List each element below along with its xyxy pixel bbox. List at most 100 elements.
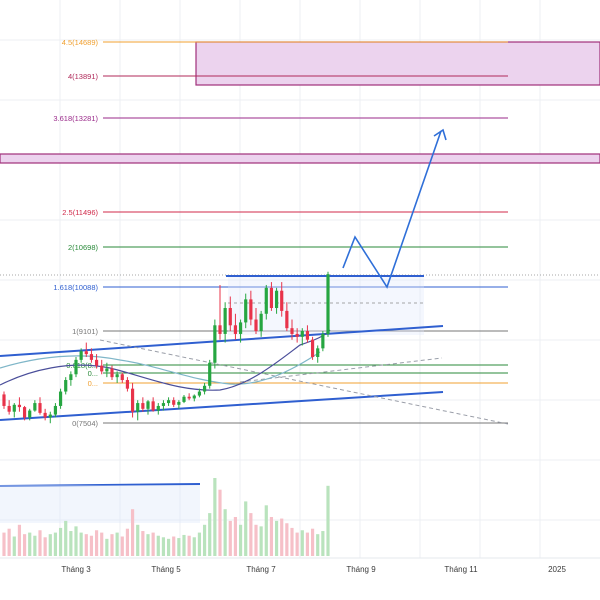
volume-bar: [79, 532, 83, 556]
volume-bar: [22, 534, 27, 556]
candle-body: [7, 405, 11, 412]
volume-bar: [58, 527, 63, 556]
candle-body: [17, 404, 22, 408]
candle-body: [105, 368, 109, 372]
candle-body: [197, 391, 202, 396]
candle-body: [280, 290, 284, 311]
resistance-zone-middle: [0, 153, 600, 164]
candle-body: [285, 310, 289, 329]
volume-bar: [105, 538, 109, 556]
volume-bar: [130, 509, 135, 556]
candle-body: [305, 331, 310, 340]
moving-average-light: [0, 351, 321, 385]
volume-bar: [166, 538, 171, 556]
candle-body: [321, 333, 325, 349]
x-axis-ticks: Tháng 3 Tháng 5 Tháng 7 Tháng 9 Tháng 11 2025: [61, 565, 566, 574]
candle-body: [161, 403, 166, 406]
grid-lines: [0, 0, 600, 558]
volume-bar: [285, 523, 289, 556]
x-axis-tick-label: Tháng 7: [246, 565, 276, 574]
volume-bar: [290, 527, 294, 556]
candle-body: [94, 359, 99, 366]
fib-level-label: 0(7504): [72, 419, 98, 428]
projection-arrowhead: [433, 128, 447, 141]
x-axis-tick-label: Tháng 9: [346, 565, 376, 574]
candle-body: [53, 405, 58, 415]
candle-body: [290, 328, 294, 334]
volume-bar: [84, 534, 88, 556]
candle-body: [141, 403, 145, 409]
volume-bar: [249, 513, 253, 556]
fib-level-label: 0...: [88, 369, 98, 378]
candle-body: [146, 401, 150, 409]
volume-bar: [177, 538, 181, 556]
candle-body: [310, 339, 315, 357]
volume-bar: [156, 535, 160, 556]
volume-bar: [17, 524, 22, 556]
volume-bar: [238, 524, 243, 556]
candle-body: [58, 391, 63, 406]
volume-bar: [254, 524, 258, 556]
volume-bar: [115, 532, 119, 556]
fib-level-label: 2.5(11496): [62, 208, 98, 217]
volume-bar: [125, 528, 130, 556]
volume-bar: [120, 536, 124, 556]
candle-body: [156, 405, 160, 411]
candle-body: [254, 319, 258, 332]
x-axis-tick-label: Tháng 5: [151, 565, 181, 574]
candle-body: [182, 396, 186, 402]
volume-bar: [136, 524, 140, 556]
volume-bar: [53, 532, 58, 556]
volume-bar: [141, 531, 145, 556]
candle-body: [295, 333, 299, 337]
candle-body: [244, 299, 248, 323]
volume-trend-line: [0, 483, 201, 487]
candle-body: [12, 404, 16, 412]
candle-body: [100, 365, 104, 372]
volume-bar: [74, 526, 78, 556]
volume-bar: [28, 532, 32, 556]
candle-body: [136, 403, 140, 412]
volume-bar: [48, 534, 52, 556]
volume-bar: [259, 526, 263, 556]
candle-body: [249, 299, 253, 320]
fib-level-label: 4(13891): [68, 72, 99, 81]
volume-bar: [316, 534, 320, 556]
candle-body: [259, 313, 263, 332]
candle-body: [69, 374, 73, 381]
candle-body: [269, 287, 274, 309]
candle-body: [223, 308, 227, 334]
volume-bar: [38, 530, 42, 556]
candle-body: [48, 414, 52, 418]
moving-average-dark: [0, 329, 331, 391]
candle-body: [213, 325, 217, 363]
volume-bar: [161, 537, 166, 556]
volume-bar: [2, 532, 6, 556]
volume-bar: [33, 535, 37, 556]
volume-bar: [269, 517, 274, 556]
volume-bar: [300, 530, 304, 556]
candle-body: [115, 374, 119, 378]
candle-body: [264, 287, 268, 314]
volume-bar: [146, 534, 150, 556]
candle-body: [110, 368, 114, 378]
volume-bar: [110, 534, 114, 556]
candle-body: [187, 396, 191, 399]
fib-level-label: 0...: [88, 379, 98, 388]
volume-bar: [100, 532, 104, 556]
volume-bar: [187, 535, 191, 556]
volume-bar: [223, 509, 227, 556]
volume-bar: [233, 517, 238, 556]
volume-bar: [89, 535, 94, 556]
candle-body: [316, 348, 320, 357]
candle-body: [2, 394, 6, 406]
projection-path: [342, 130, 442, 289]
candle-body: [84, 351, 88, 355]
volume-bar: [64, 520, 68, 556]
volume-bar: [151, 532, 155, 556]
lower-channel-line: [0, 391, 444, 421]
candle-body: [233, 325, 238, 334]
volume-bar: [43, 537, 47, 556]
volume-bar: [321, 531, 325, 556]
